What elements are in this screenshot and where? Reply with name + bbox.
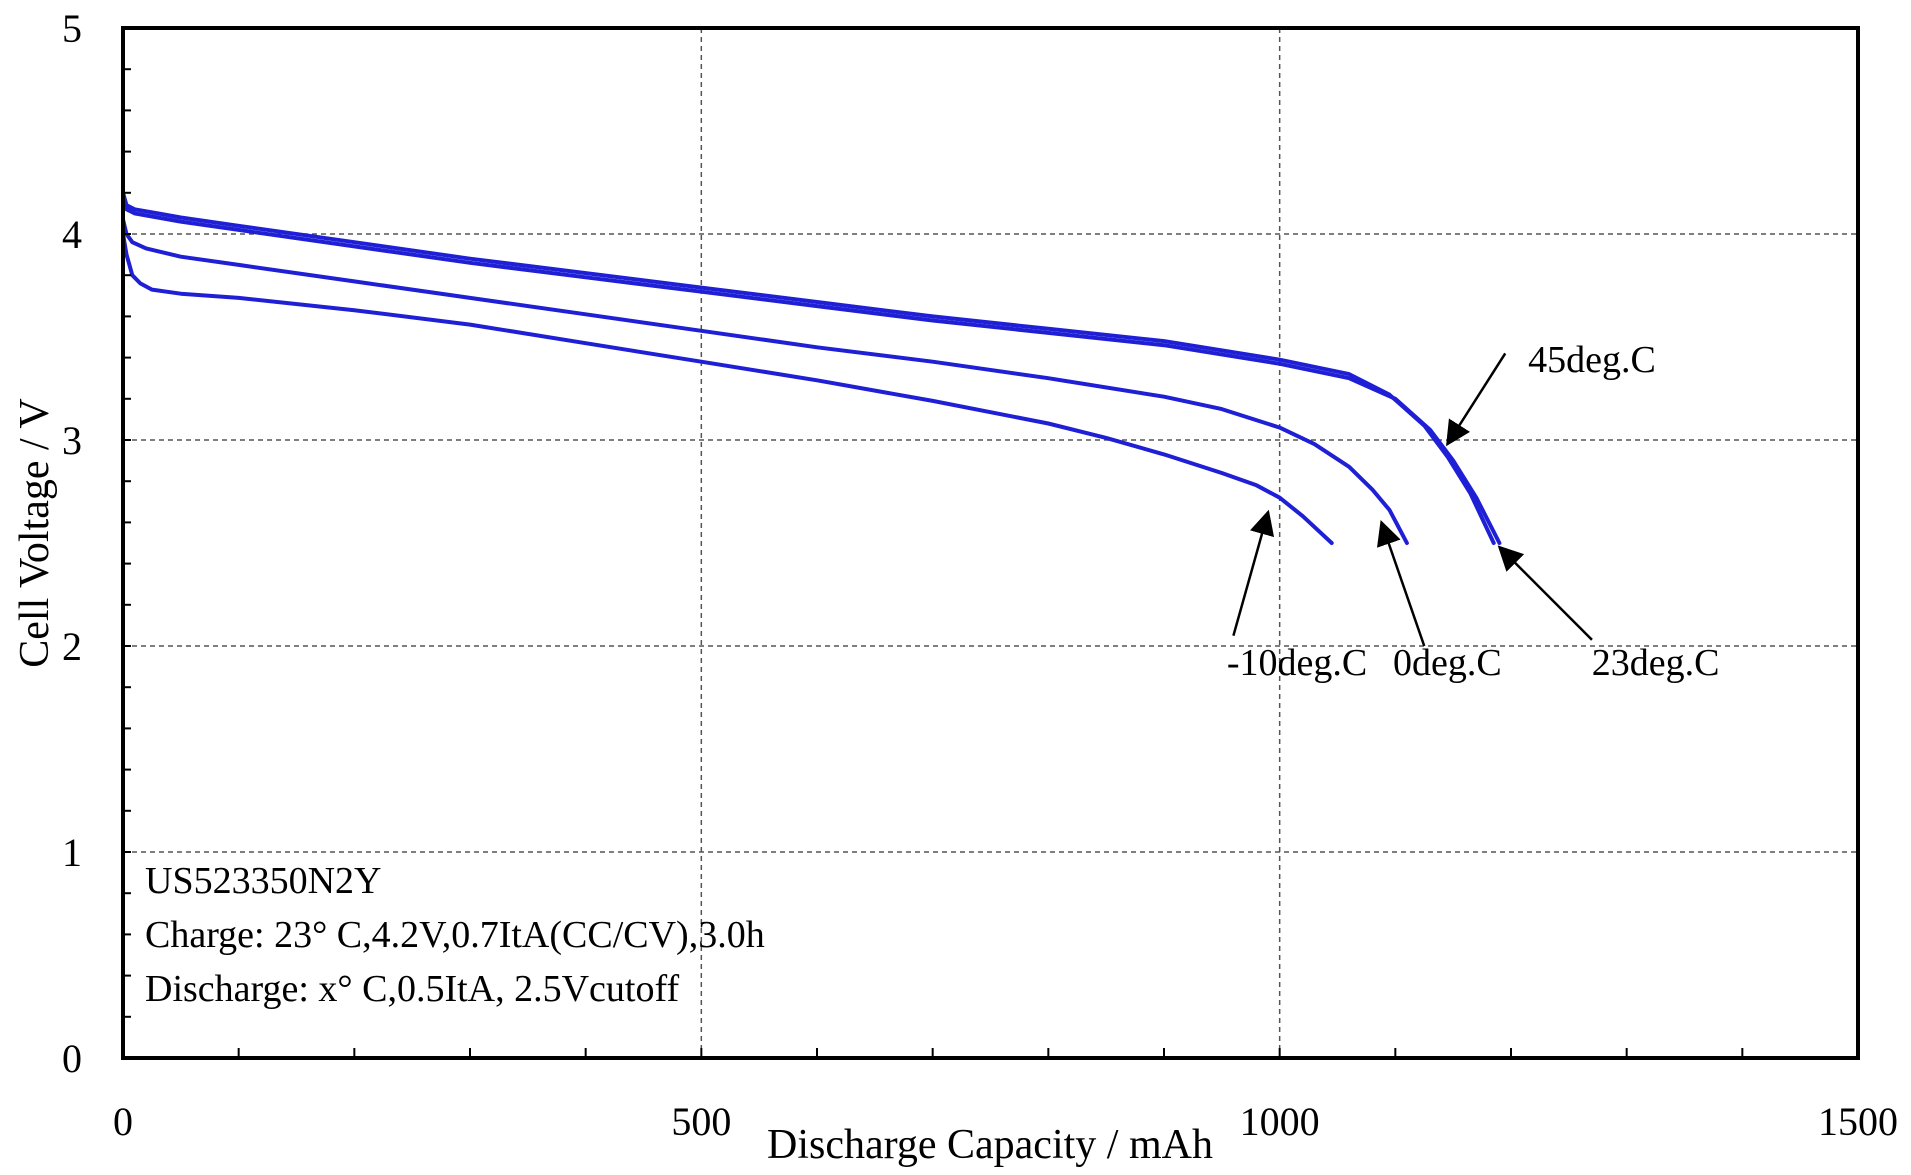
y-tick-label: 4 bbox=[62, 212, 82, 257]
annotation-arrow bbox=[1232, 509, 1275, 637]
y-tick-label: 1 bbox=[62, 830, 82, 875]
series-line bbox=[121, 190, 1496, 545]
info-line: US523350N2Y bbox=[145, 860, 381, 902]
x-tick-label: 1500 bbox=[1818, 1099, 1898, 1144]
series-line bbox=[121, 197, 1502, 545]
x-tick-label: 1000 bbox=[1240, 1099, 1320, 1144]
x-axis-title: Discharge Capacity / mAh bbox=[767, 1122, 1213, 1168]
annotation-label: 0deg.C bbox=[1393, 642, 1502, 684]
annotation-label: 45deg.C bbox=[1528, 339, 1656, 381]
series-lines bbox=[121, 190, 1502, 545]
annotation-label: 23deg.C bbox=[1592, 642, 1720, 684]
axis-ticks bbox=[122, 27, 1859, 1059]
info-block: US523350N2Y Charge: 23° C,4.2V,0.7ItA(CC/… bbox=[145, 860, 765, 1010]
annotation-arrow bbox=[1497, 545, 1593, 641]
annotation-label: -10deg.C bbox=[1227, 642, 1367, 684]
x-tick-label: 500 bbox=[671, 1099, 731, 1144]
annotation-arrow bbox=[1377, 520, 1426, 647]
x-tick-label: 0 bbox=[113, 1099, 133, 1144]
y-tick-label: 3 bbox=[62, 418, 82, 463]
y-tick-label: 2 bbox=[62, 624, 82, 669]
series-line bbox=[121, 217, 1409, 545]
y-tick-label: 0 bbox=[62, 1036, 82, 1081]
annotations: -10deg.C 0deg.C 23deg.C 45deg.C bbox=[1227, 339, 1720, 684]
tick-labels: 0 500 1000 1500 0 1 2 3 4 5 bbox=[62, 6, 1898, 1144]
y-axis-title: Cell Voltage / V bbox=[12, 398, 58, 668]
info-line: Charge: 23° C,4.2V,0.7ItA(CC/CV),3.0h bbox=[145, 914, 765, 956]
annotation-arrow bbox=[1446, 352, 1507, 447]
info-line: Discharge: x° C,0.5ItA, 2.5Vcutoff bbox=[145, 968, 679, 1010]
grid-lines bbox=[123, 28, 1858, 1058]
plot-frame bbox=[121, 26, 1860, 1060]
series-line bbox=[121, 232, 1334, 545]
y-tick-label: 5 bbox=[62, 6, 82, 51]
